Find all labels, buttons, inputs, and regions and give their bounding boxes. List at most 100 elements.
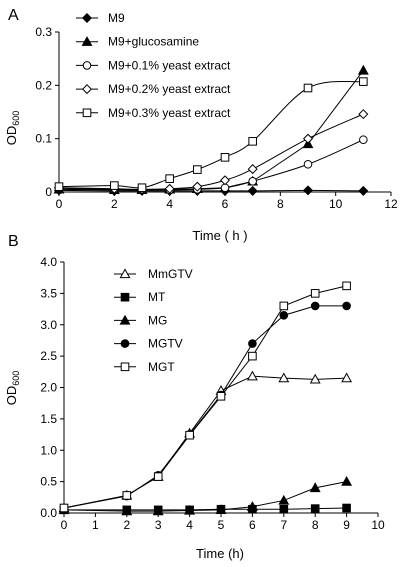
panel-b-legend-marker-mg (119, 314, 131, 325)
panel-b-x-tick-label: 2 (123, 518, 130, 532)
panel-a-series-m9-0-3-yeast-extract-point (137, 183, 147, 193)
panel-a-y-tick-label: 0.2 (35, 78, 52, 92)
panel-b-x-tick-label: 10 (371, 518, 385, 532)
panel-a-legend-label-m9-0-3-yeast-extract: M9+0.3% yeast extract (108, 106, 231, 120)
panel-a-x-tick-label: 2 (111, 197, 118, 211)
panel-b-series-mt-line (64, 507, 347, 511)
panel-a-x-tick-label: 4 (166, 197, 173, 211)
panel-b-x-tick-label: 8 (312, 518, 319, 532)
svg-text:OD600: OD600 (4, 111, 21, 146)
panel-a-series-m9-0-2-yeast-extract-point (302, 133, 314, 144)
panel-a-x-tick-label: 6 (222, 197, 229, 211)
panel-a-x-axis-label: Time ( h ) (192, 228, 247, 243)
panel-a-series-m9-point (302, 185, 314, 196)
panel-b-series-mgt-point (59, 503, 69, 513)
panel-a-legend-marker-m9-glucosamine (81, 36, 93, 46)
panel-a-series-m9-0-2-yeast-extract-point (164, 183, 175, 194)
panel-b-y-tick-label: 2.0 (40, 381, 57, 395)
panel-b-y-axis-label: OD600 (4, 371, 21, 406)
panel-b-x-tick-label: 3 (155, 518, 162, 532)
panel-b-series-mmgtv-point (341, 372, 353, 383)
panel-a-axes: 0 2 4 6 8 10 12 0 0.1 0.2 0.3 (35, 25, 398, 211)
panel-a-legend-label-m9-0-2-yeast-extract: M9+0.2% yeast extract (108, 82, 231, 96)
panel-a-series-m9-0-1-yeast-extract-line (58, 139, 364, 191)
panel-b-x-tick-label: 4 (186, 518, 193, 532)
panel-b-x-tick-label: 5 (218, 518, 225, 532)
panel-a-series-m9-0-1-yeast-extract-point (248, 177, 257, 186)
panel-a-series-m9-0-2-yeast-extract-point (247, 164, 258, 175)
panel-a-label: A (8, 7, 19, 24)
panel-a-x-tick-label: 0 (56, 197, 63, 211)
panel-b-series-mt-point (279, 504, 289, 514)
panel-b-series-mgt-point (122, 491, 132, 500)
panel-a-series-m9-0-1-yeast-extract-point (303, 159, 313, 169)
panel-b-series-mgtv-point (342, 301, 351, 311)
panel-b-legend-marker-mt (120, 292, 130, 302)
panel-a-series-m9-0-3-yeast-extract-point (220, 153, 230, 162)
panel-b-legend-label-mg: MG (148, 313, 167, 327)
panel-a-series-m9-line (58, 189, 364, 192)
panel-b-marks (58, 281, 353, 516)
panel-a-series-m9-0-3-yeast-extract-point (110, 181, 119, 190)
panel-a-series-m9-0-3-yeast-extract-point (193, 165, 202, 174)
panel-a-marks (53, 64, 369, 196)
panel-b-series-mgtv-point (310, 301, 320, 311)
panel-a-legend-marker-m9-0-1-yeast-extract (82, 61, 92, 70)
panel-a-series-m9-point (358, 185, 369, 196)
panel-b-series-mgt-point (216, 391, 226, 401)
panel-b-series-mg-point (309, 482, 321, 493)
panel-b-series-mmgtv-point (309, 373, 321, 384)
panel-b-series-mgt-point (342, 281, 351, 291)
panel-b-x-tick-label: 1 (92, 518, 99, 532)
panel-b-series-mgt-line (63, 285, 347, 509)
panel-a-series-m9-0-2-yeast-extract-line (58, 113, 364, 190)
panel-b-series-mgtv-point (248, 339, 257, 348)
panel-b-x-tick-label: 0 (61, 518, 68, 532)
panel-b-series-mgt-point (153, 472, 163, 481)
panel-a-y-tick-label: 0 (45, 185, 52, 199)
panel-b-y-tick-label: 0.5 (40, 475, 57, 489)
panel-a-series-m9-0-2-yeast-extract-point (192, 181, 203, 192)
panel-b-legend-marker-mmgtv (119, 268, 131, 279)
panel-a-y-axis-label: OD600 (4, 111, 21, 146)
panel-a-series-m9-0-3-yeast-extract-point (303, 83, 313, 93)
panel-b-series-mt-point (342, 503, 351, 513)
panel-b-series-mg-point (278, 494, 290, 505)
panel-b-series-mg-point (246, 501, 258, 511)
panel-a-series-m9-0-3-yeast-extract-point (248, 137, 257, 146)
panel-b-y-tick-label: 3.0 (40, 318, 57, 332)
panel-a-legend-marker-m9-0-3-yeast-extract (82, 108, 92, 118)
panel-b-series-mmgtv-point (278, 372, 290, 383)
panel-a-series-m9-point (247, 185, 258, 196)
panel-b-legend: MmGTV MT MG MGTV MGT (114, 267, 193, 374)
panel-a-series-m9-glucosamine-point (357, 64, 369, 75)
panel-b-series-mgt-point (310, 289, 320, 298)
panel-a-series-m9-0-3-yeast-extract-line (58, 80, 364, 189)
panel-b-y-axis-label-subscript: 600 (11, 371, 21, 386)
panel-b-series-mgtv-line (63, 305, 347, 509)
panel-a-legend: M9 M9+glucosamine M9+0.1% yeast extract M9+… (76, 11, 231, 120)
panel-b-legend-label-mgtv: MGTV (148, 337, 183, 351)
panel-b-y-tick-label: 1.5 (40, 412, 57, 426)
panel-a-series-m9-0-1-yeast-extract-point (359, 135, 368, 145)
panel-a-series-m9-0-2-yeast-extract-point (219, 175, 231, 186)
panel-b-legend-label-mmgtv: MmGTV (148, 267, 193, 281)
panel-b-series-mg-point (121, 505, 133, 516)
panel-a-y-axis-label-subscript: 600 (11, 111, 21, 126)
panel-b-y-tick-label: 2.5 (40, 349, 57, 363)
panel-a-x-tick-label: 10 (329, 197, 343, 211)
panel-b: B 0 1 2 3 4 5 6 7 8 9 10 0.0 0.5 1.0 1.5 2.0 2.5 3.0 3.5 4.… (4, 233, 385, 561)
panel-a-y-tick-label: 0.3 (35, 25, 52, 39)
panel-b-series-mmgtv-point (246, 370, 258, 381)
panel-a-x-tick-label: 12 (384, 197, 398, 211)
panel-b-x-axis-label: Time (h) (196, 546, 244, 561)
panel-a-legend-marker-m9-0-2-yeast-extract (81, 84, 93, 95)
panel-b-series-mt-point (310, 504, 320, 513)
panel-b-x-tick-label: 7 (280, 518, 287, 532)
panel-b-label: B (8, 233, 19, 250)
panel-b-series-mgt-point (279, 301, 289, 311)
panel-b-y-tick-label: 4.0 (40, 255, 57, 269)
panel-b-x-tick-label: 9 (343, 518, 350, 532)
